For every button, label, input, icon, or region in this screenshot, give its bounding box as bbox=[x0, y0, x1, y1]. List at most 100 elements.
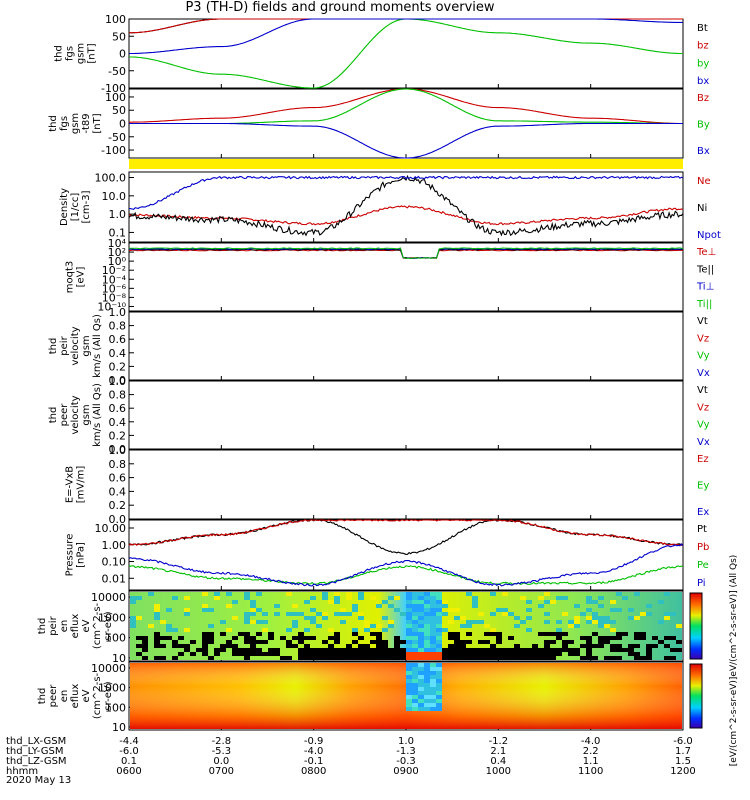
spectrogram-cell bbox=[640, 636, 646, 640]
spectrogram-cell bbox=[376, 604, 382, 608]
spectrogram-cell bbox=[202, 608, 208, 612]
spectrogram-cell bbox=[412, 628, 418, 632]
spectrogram-cell bbox=[250, 604, 256, 608]
axis-row-value-2-0: 0.1 bbox=[121, 756, 137, 767]
spectrogram-cell bbox=[532, 652, 538, 656]
spectrogram-cell bbox=[316, 652, 322, 656]
spectrogram-cell bbox=[634, 632, 640, 636]
spectrogram-cell bbox=[304, 656, 310, 660]
spectrogram-cell bbox=[412, 608, 418, 612]
spectrogram-cell bbox=[184, 608, 190, 612]
spectrogram-cell bbox=[526, 652, 532, 656]
spectrogram-cell bbox=[436, 600, 442, 604]
spectrogram-cell bbox=[310, 648, 316, 652]
spectrogram-cell bbox=[334, 612, 340, 616]
legend-pressure-Pi-3: Pi bbox=[697, 578, 706, 589]
spectrogram-cell bbox=[478, 652, 484, 656]
spectrogram-cell bbox=[430, 612, 436, 616]
spectrogram-cell bbox=[412, 707, 418, 711]
spectrogram-cell bbox=[334, 656, 340, 660]
spectrogram-cell bbox=[466, 620, 472, 624]
spectrogram-cell bbox=[382, 640, 388, 644]
spectrogram-cell bbox=[442, 628, 448, 632]
spectrogram-cell bbox=[352, 652, 358, 656]
spectrogram-cell bbox=[292, 636, 298, 640]
spectrogram-cell bbox=[466, 652, 472, 656]
spectrogram-cell bbox=[436, 699, 442, 703]
spectrogram-cell bbox=[142, 648, 148, 652]
spectrogram-cell bbox=[616, 608, 622, 612]
spectrogram-cell bbox=[406, 699, 412, 703]
spectrogram-cell bbox=[214, 592, 220, 596]
spectrogram-cell bbox=[652, 636, 658, 640]
spectrogram-cell bbox=[562, 596, 568, 600]
colorbar-8 bbox=[689, 592, 703, 660]
spectrogram-cell bbox=[544, 592, 550, 596]
series-pressure-Pb-1 bbox=[128, 519, 684, 547]
spectrogram-cell bbox=[166, 624, 172, 628]
spectrogram-cell bbox=[304, 636, 310, 640]
spectrogram-cell bbox=[214, 596, 220, 600]
spectrogram-cell bbox=[430, 600, 436, 604]
ytick-label-fgs-t89-2: 0 bbox=[119, 118, 126, 131]
spectrogram-cell bbox=[436, 695, 442, 699]
spectrogram-cell bbox=[436, 656, 442, 660]
spectrogram-cell bbox=[418, 675, 424, 679]
spectrogram-cell bbox=[424, 703, 430, 707]
legend-temperature-Te-1: Te|| bbox=[696, 264, 714, 275]
spectrogram-cell bbox=[526, 628, 532, 632]
spectrogram-cell bbox=[412, 612, 418, 616]
spectrogram-cell bbox=[304, 628, 310, 632]
spectrogram-cell bbox=[478, 648, 484, 652]
spectrogram-cell bbox=[244, 640, 250, 644]
date-label: 2020 May 13 bbox=[6, 775, 71, 786]
ytick-label-efield-2: 0.6 bbox=[109, 472, 127, 485]
spectrogram-cell bbox=[238, 648, 244, 652]
spectrogram-cell bbox=[454, 608, 460, 612]
panel-peir-spectrogram: 10000 1000 100 10 thdpeirenefluxeV(cm^2-s-sr… bbox=[37, 590, 684, 665]
spectrogram-cell bbox=[172, 628, 178, 632]
spectrogram-cell bbox=[316, 648, 322, 652]
spectrogram-cell bbox=[364, 644, 370, 648]
spectrogram-cell bbox=[244, 620, 250, 624]
spectrogram-cell bbox=[424, 687, 430, 691]
axis-row-value-0-5: -4.0 bbox=[581, 736, 601, 747]
spectrogram-cell bbox=[442, 612, 448, 616]
spectrogram-cell bbox=[166, 608, 172, 612]
panel-frame-peir-velocity bbox=[128, 311, 684, 381]
spectrogram-cell bbox=[454, 648, 460, 652]
spectrogram-cell bbox=[340, 608, 346, 612]
ytick-label-peir-spectrogram-0: 10000 bbox=[91, 591, 126, 604]
spectrogram-cell bbox=[574, 648, 580, 652]
spectrogram-cell bbox=[646, 652, 652, 656]
spectrogram-cell bbox=[418, 600, 424, 604]
spectrogram-cell bbox=[418, 683, 424, 687]
spectrogram-cell bbox=[430, 707, 436, 711]
spectrogram-cell bbox=[160, 656, 166, 660]
spectrogram-cell bbox=[202, 632, 208, 636]
spectrogram-cell bbox=[676, 624, 682, 628]
spectrogram-cell bbox=[178, 652, 184, 656]
spectrogram-cell bbox=[184, 648, 190, 652]
ylabel-efield: E=-VxB[mV/m] bbox=[65, 466, 87, 504]
series-pressure-Pi-3 bbox=[128, 543, 684, 587]
spectrogram-cell bbox=[226, 604, 232, 608]
spectrogram-cell bbox=[376, 632, 382, 636]
spectrogram-cell bbox=[322, 640, 328, 644]
spectrogram-cell bbox=[412, 663, 418, 667]
spectrogram-cell bbox=[616, 636, 622, 640]
spectrogram-cell bbox=[430, 632, 436, 636]
spectrogram-cell bbox=[382, 652, 388, 656]
spectrogram-cell bbox=[268, 632, 274, 636]
spectrogram-cell bbox=[142, 636, 148, 640]
panel-frame-top-peer-spectrogram bbox=[128, 661, 684, 731]
spectrogram-cell bbox=[268, 636, 274, 640]
spectrogram-cell bbox=[580, 644, 586, 648]
spectrogram-cell bbox=[586, 620, 592, 624]
spectrogram-cell bbox=[436, 671, 442, 675]
spectrogram-cell bbox=[514, 656, 520, 660]
spectrogram-cell bbox=[358, 612, 364, 616]
spectrogram-cell bbox=[412, 683, 418, 687]
spectrogram-cell bbox=[250, 648, 256, 652]
spectrogram-cell bbox=[406, 703, 412, 707]
